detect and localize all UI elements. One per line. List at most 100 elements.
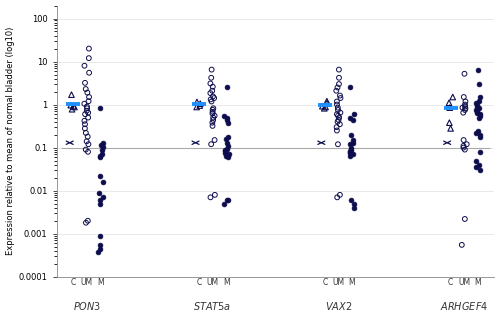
- Point: [208, 107, 216, 112]
- Point: [98, 147, 106, 153]
- Point: [350, 112, 358, 117]
- Point: [460, 143, 468, 148]
- Point: [472, 164, 480, 170]
- Point: [336, 93, 344, 98]
- Point: [446, 120, 454, 125]
- Point: [211, 192, 219, 197]
- Point: [224, 143, 232, 148]
- Point: [476, 134, 484, 139]
- Point: [448, 94, 456, 100]
- Point: [349, 140, 357, 145]
- Point: [196, 103, 203, 108]
- Point: [96, 233, 104, 238]
- Point: [459, 110, 467, 115]
- Point: [224, 120, 232, 125]
- Point: [346, 85, 354, 90]
- Point: [348, 138, 356, 143]
- Point: [223, 117, 231, 123]
- Point: [476, 132, 484, 137]
- Point: [96, 242, 104, 247]
- Point: [223, 198, 231, 203]
- Point: [84, 110, 92, 115]
- Point: [322, 104, 330, 110]
- Point: [84, 218, 92, 223]
- Point: [210, 95, 218, 101]
- Text: $\it{VAX2}$: $\it{VAX2}$: [325, 300, 352, 312]
- Point: [220, 201, 228, 206]
- Point: [85, 56, 93, 61]
- Point: [472, 158, 480, 163]
- Point: [82, 220, 90, 225]
- Point: [222, 149, 230, 154]
- Point: [335, 75, 343, 80]
- Point: [206, 90, 214, 96]
- Point: [461, 107, 469, 113]
- Point: [474, 109, 482, 114]
- Text: $\it{ARHGEF4}$: $\it{ARHGEF4}$: [440, 300, 488, 312]
- Point: [460, 94, 468, 100]
- Point: [223, 146, 231, 151]
- Point: [350, 201, 358, 206]
- Point: [472, 107, 480, 113]
- Point: [224, 134, 232, 139]
- Point: [346, 115, 354, 120]
- Point: [474, 106, 482, 111]
- Point: [94, 249, 102, 254]
- Point: [332, 88, 340, 93]
- Point: [98, 151, 106, 156]
- Point: [223, 115, 231, 120]
- Point: [334, 117, 342, 123]
- Point: [347, 132, 355, 137]
- Point: [68, 107, 76, 112]
- Point: [96, 246, 104, 251]
- Point: [347, 147, 355, 152]
- Point: [336, 95, 344, 101]
- Point: [335, 81, 343, 87]
- Point: [474, 104, 482, 109]
- Point: [96, 106, 104, 111]
- Point: [82, 130, 90, 136]
- Point: [224, 198, 232, 203]
- Point: [209, 115, 217, 120]
- Point: [85, 46, 93, 51]
- Point: [462, 106, 469, 111]
- Point: [209, 94, 217, 99]
- Point: [336, 192, 344, 197]
- Point: [67, 103, 75, 108]
- Point: [220, 113, 228, 118]
- Point: [84, 115, 92, 120]
- Point: [99, 140, 107, 145]
- Point: [80, 63, 88, 68]
- Point: [193, 99, 201, 105]
- Point: [82, 87, 90, 92]
- Point: [221, 150, 229, 156]
- Point: [95, 190, 103, 195]
- Point: [332, 124, 340, 130]
- Point: [96, 155, 104, 160]
- Point: [208, 99, 216, 104]
- Point: [335, 67, 343, 72]
- Point: [475, 81, 483, 87]
- Point: [474, 128, 482, 133]
- Point: [97, 142, 105, 148]
- Point: [346, 148, 354, 153]
- Point: [461, 147, 469, 152]
- Point: [333, 195, 341, 200]
- Point: [334, 105, 342, 110]
- Point: [318, 104, 326, 109]
- Point: [222, 136, 230, 141]
- Point: [348, 117, 356, 122]
- Point: [348, 152, 356, 157]
- Point: [98, 144, 106, 149]
- Point: [333, 112, 341, 117]
- Point: [81, 112, 89, 117]
- Point: [462, 141, 470, 147]
- Point: [350, 205, 358, 211]
- Point: [82, 139, 90, 144]
- Point: [323, 101, 331, 106]
- Point: [224, 152, 232, 157]
- Point: [475, 99, 483, 104]
- Point: [96, 201, 104, 206]
- Point: [461, 102, 469, 107]
- Point: [346, 141, 354, 147]
